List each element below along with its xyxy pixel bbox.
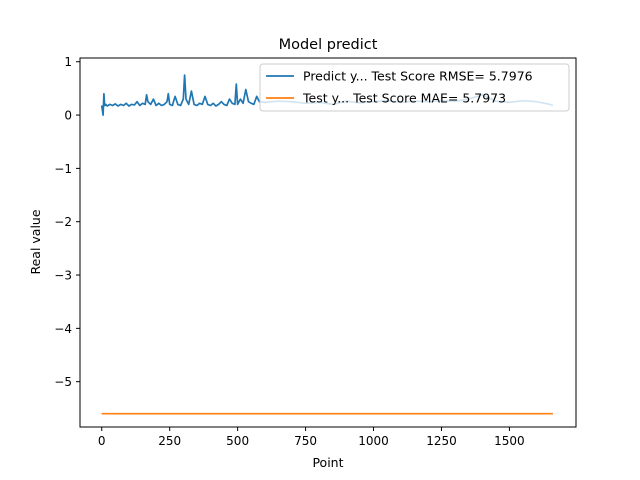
x-tick-label: 1500 <box>494 434 525 448</box>
x-tick-label: 0 <box>98 434 106 448</box>
y-tick-label: −3 <box>54 269 72 283</box>
axes-frame <box>79 57 577 428</box>
x-tick-label: 750 <box>294 434 317 448</box>
y-tick-label: 1 <box>64 55 72 69</box>
x-tick-label: 1000 <box>358 434 389 448</box>
legend-entry-test: Test y... Test Score MAE= 5.7973 <box>302 91 506 106</box>
y-tick-label: −1 <box>54 162 72 176</box>
legend-entry-predict: Predict y... Test Score RMSE= 5.7976 <box>303 69 533 84</box>
x-axis-ticks: 0 250 500 750 1000 1250 1500 <box>98 427 525 448</box>
y-tick-label: 0 <box>64 109 72 123</box>
y-tick-label: −2 <box>54 215 72 229</box>
y-tick-label: −4 <box>54 322 72 336</box>
y-axis-label: Real value <box>28 209 43 274</box>
x-tick-label: 500 <box>226 434 249 448</box>
x-axis-label: Point <box>312 455 343 470</box>
chart-title: Model predict <box>279 37 378 53</box>
y-axis-ticks: −5 −4 −3 −2 −1 0 1 <box>54 55 80 389</box>
x-tick-label: 250 <box>158 434 181 448</box>
y-tick-label: −5 <box>54 375 72 389</box>
x-tick-label: 1250 <box>426 434 457 448</box>
legend-box <box>259 63 570 112</box>
legend: Predict y... Test Score RMSE= 5.7976 Tes… <box>259 63 570 112</box>
